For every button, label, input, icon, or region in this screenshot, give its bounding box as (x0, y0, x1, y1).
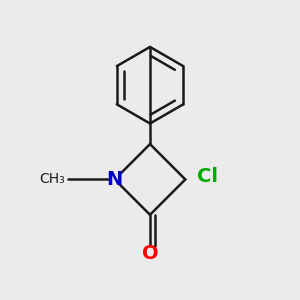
Text: Cl: Cl (197, 167, 218, 186)
Text: O: O (142, 244, 158, 262)
Text: CH₃: CH₃ (39, 172, 64, 186)
Text: N: N (106, 170, 123, 189)
